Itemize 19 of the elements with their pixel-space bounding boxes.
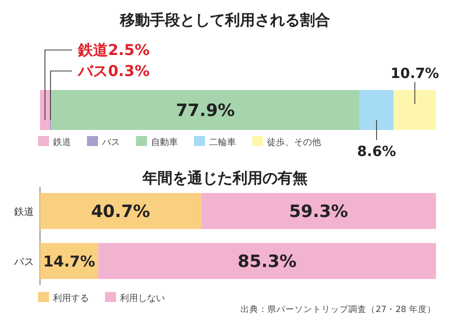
data-label: 14.7% [43, 252, 96, 270]
data-label: 77.9% [176, 101, 235, 122]
data-label: 8.6% [357, 144, 396, 160]
source-note: 出典：県パーソントリップ調査（27・28 年度） [240, 304, 436, 315]
chart-title: 移動手段として利用される割合 [119, 11, 330, 29]
data-label: 85.3% [238, 252, 297, 272]
chart-title: 年間を通じた利用の有無 [142, 169, 308, 187]
legend-label: 利用する [53, 293, 89, 304]
data-label: 10.7% [390, 66, 440, 82]
legend-label: 二輪車 [209, 137, 236, 148]
data-label: バス0.3% [77, 62, 150, 80]
legend-label: 自動車 [151, 137, 178, 148]
legend-label: バス [101, 138, 120, 148]
data-label: 40.7% [91, 202, 150, 222]
legend-label: 利用しない [120, 293, 165, 304]
data-label: 59.3% [289, 202, 348, 222]
legend-label: 鉄道 [53, 137, 71, 148]
data-label: 鉄道2.5% [77, 41, 150, 59]
legend-label: 徒歩、その他 [267, 137, 321, 148]
